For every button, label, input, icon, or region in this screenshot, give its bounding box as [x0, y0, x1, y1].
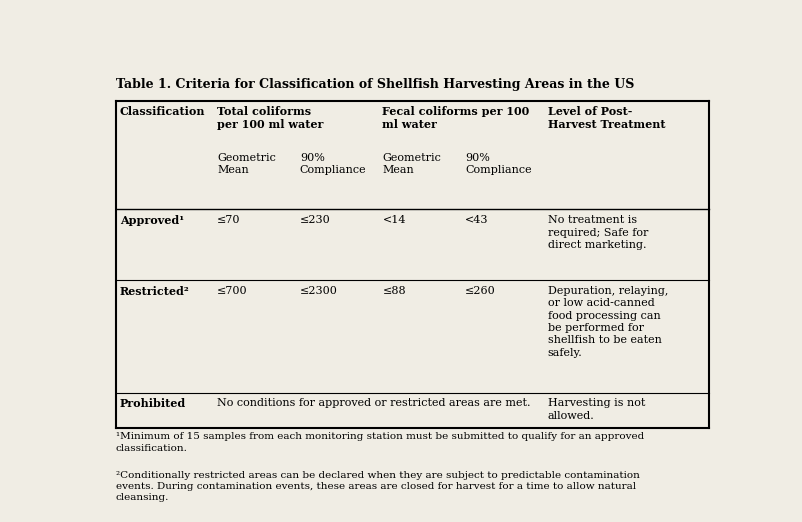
- Text: Prohibited: Prohibited: [119, 398, 186, 409]
- Text: Geometric
Mean: Geometric Mean: [217, 153, 276, 175]
- Text: Harvesting is not
allowed.: Harvesting is not allowed.: [547, 398, 644, 421]
- Text: 90%
Compliance: 90% Compliance: [464, 153, 531, 175]
- Text: No conditions for approved or restricted areas are met.: No conditions for approved or restricted…: [217, 398, 530, 408]
- Text: ≤230: ≤230: [299, 216, 330, 226]
- Text: ²Conditionally restricted areas can be declared when they are subject to predict: ²Conditionally restricted areas can be d…: [115, 471, 639, 502]
- Text: Table 1. Criteria for Classification of Shellfish Harvesting Areas in the US: Table 1. Criteria for Classification of …: [115, 77, 634, 90]
- Text: Classification: Classification: [119, 105, 205, 116]
- Text: ≤88: ≤88: [382, 286, 406, 296]
- Text: ≤260: ≤260: [464, 286, 495, 296]
- Text: Geometric
Mean: Geometric Mean: [382, 153, 441, 175]
- Text: 90%
Compliance: 90% Compliance: [299, 153, 366, 175]
- Text: Fecal coliforms per 100
ml water: Fecal coliforms per 100 ml water: [382, 105, 529, 130]
- Text: Approved¹: Approved¹: [119, 216, 184, 227]
- Text: Level of Post-
Harvest Treatment: Level of Post- Harvest Treatment: [547, 105, 664, 130]
- Text: ≤2300: ≤2300: [299, 286, 338, 296]
- Text: ≤70: ≤70: [217, 216, 241, 226]
- Text: ¹Minimum of 15 samples from each monitoring station must be submitted to qualify: ¹Minimum of 15 samples from each monitor…: [115, 432, 643, 453]
- Text: <14: <14: [382, 216, 406, 226]
- Text: ≤700: ≤700: [217, 286, 248, 296]
- Text: Total coliforms
per 100 ml water: Total coliforms per 100 ml water: [217, 105, 323, 130]
- Text: <43: <43: [464, 216, 488, 226]
- Text: Depuration, relaying,
or low acid-canned
food processing can
be performed for
sh: Depuration, relaying, or low acid-canned…: [547, 286, 667, 358]
- Text: No treatment is
required; Safe for
direct marketing.: No treatment is required; Safe for direc…: [547, 216, 647, 250]
- Text: Restricted²: Restricted²: [119, 286, 189, 296]
